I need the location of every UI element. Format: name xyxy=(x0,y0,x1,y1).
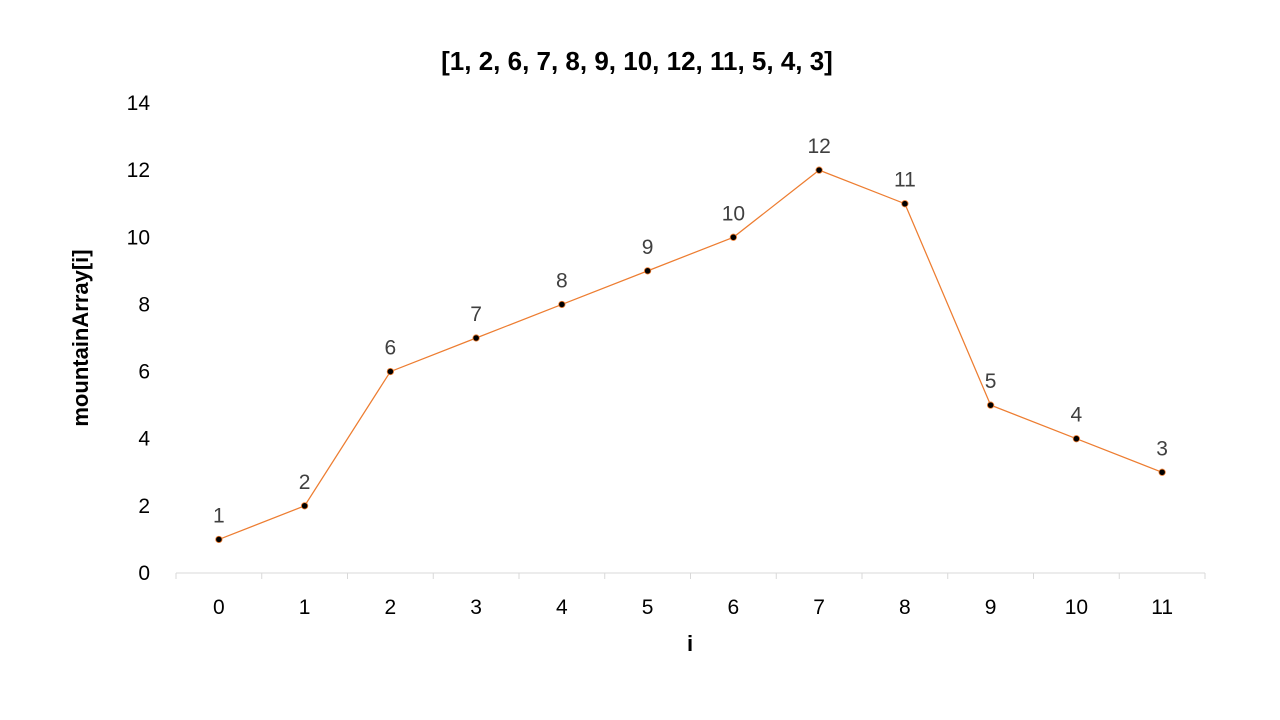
x-tick-label: 11 xyxy=(1151,596,1173,619)
data-point xyxy=(1158,468,1166,476)
x-tick-label: 2 xyxy=(385,596,397,619)
y-axis-title: mountainArray[i] xyxy=(68,249,93,426)
data-label: 1 xyxy=(213,504,225,527)
series-line xyxy=(218,169,1163,541)
y-axis: 0 2 4 6 8 10 12 14 xyxy=(127,92,151,585)
y-tick-label: 0 xyxy=(138,562,150,585)
data-label: 7 xyxy=(470,303,482,326)
data-label: 10 xyxy=(722,202,745,225)
x-tick-label: 8 xyxy=(899,596,911,619)
chart-title: [1, 2, 6, 7, 8, 9, 10, 12, 11, 5, 4, 3] xyxy=(441,46,833,76)
data-point xyxy=(472,334,480,342)
data-label: 3 xyxy=(1156,437,1168,460)
x-axis: 0 1 2 3 4 5 6 7 8 9 10 11 xyxy=(175,572,1206,619)
x-tick-label: 1 xyxy=(299,596,311,619)
data-point xyxy=(729,233,737,241)
data-point xyxy=(815,166,823,174)
data-point xyxy=(558,300,566,309)
y-tick-label: 6 xyxy=(138,361,150,384)
data-point xyxy=(386,367,394,376)
data-point xyxy=(987,401,995,409)
data-label: 2 xyxy=(299,471,311,494)
y-tick-label: 4 xyxy=(138,428,150,451)
x-tick-label: 6 xyxy=(728,596,740,619)
x-axis-title: i xyxy=(687,631,693,656)
data-label: 6 xyxy=(385,337,397,360)
y-tick-label: 14 xyxy=(127,92,151,115)
data-label: 5 xyxy=(985,370,997,393)
x-tick-label: 7 xyxy=(813,596,825,619)
data-point xyxy=(301,502,309,510)
data-point xyxy=(901,200,909,208)
x-tick-label: 9 xyxy=(985,596,997,619)
x-tick-label: 10 xyxy=(1065,596,1088,619)
y-tick-label: 8 xyxy=(138,293,150,316)
x-tick-label: 4 xyxy=(556,596,568,619)
data-point xyxy=(1072,435,1080,443)
data-label: 4 xyxy=(1071,404,1083,427)
x-tick-label: 5 xyxy=(642,596,654,619)
data-label: 12 xyxy=(807,135,830,158)
data-label: 11 xyxy=(894,169,916,192)
data-label: 9 xyxy=(642,236,654,259)
y-tick-label: 2 xyxy=(138,495,150,518)
data-label: 8 xyxy=(556,269,568,292)
data-point xyxy=(215,535,223,544)
x-tick-label: 3 xyxy=(470,596,482,619)
data-point xyxy=(644,267,652,275)
y-tick-label: 12 xyxy=(127,159,150,182)
series-group xyxy=(215,166,1166,544)
y-tick-label: 10 xyxy=(127,226,150,249)
x-tick-label: 0 xyxy=(213,596,225,619)
